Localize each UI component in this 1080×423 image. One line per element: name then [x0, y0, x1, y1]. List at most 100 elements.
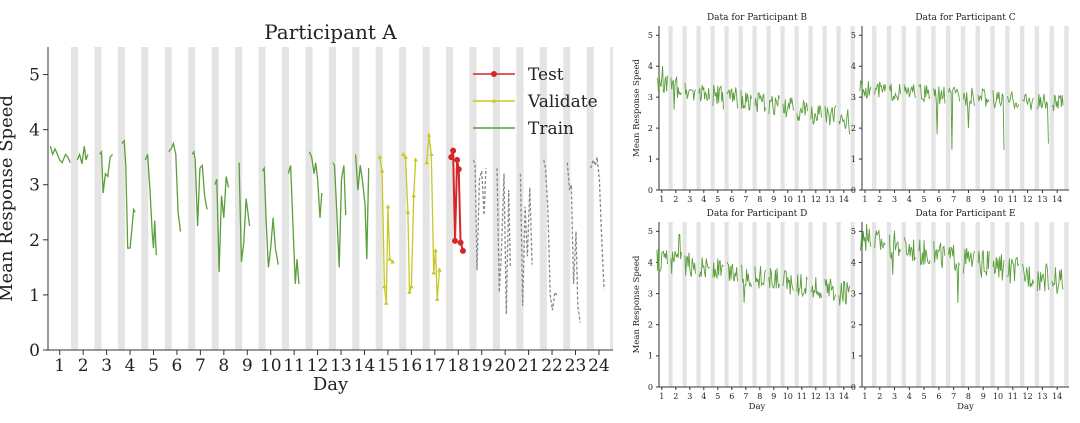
x-tick-label: 13 [330, 356, 352, 376]
series-train-line [49, 146, 71, 164]
series-train-line [933, 86, 946, 135]
y-tick-label: 4 [851, 258, 856, 267]
y-tick-label: 1 [648, 155, 653, 164]
series-train-line [859, 223, 872, 252]
x-tick-label: 5 [922, 195, 927, 204]
series-train-line [740, 90, 752, 111]
x-tick-label: 24 [588, 356, 610, 376]
day-band [780, 26, 785, 190]
series-train-line [354, 154, 370, 260]
y-tick-label: 1 [851, 155, 856, 164]
x-tick-label: 2 [673, 392, 678, 401]
day-band [164, 47, 172, 350]
day-band [70, 47, 79, 350]
chart-title: Data for Participant C [915, 13, 1015, 23]
series-train-line [962, 87, 975, 129]
x-tick-label: 13 [825, 392, 835, 401]
series-train-line [332, 162, 347, 268]
series-train-line [191, 149, 208, 227]
x-tick-label: 12 [811, 392, 821, 401]
day-band [328, 47, 336, 350]
day-band [1049, 222, 1054, 387]
day-band [931, 222, 936, 387]
y-tick-label: 1 [648, 352, 653, 361]
day-band [766, 26, 771, 190]
x-tick-label: 2 [877, 392, 882, 401]
y-tick-label: 0 [648, 383, 653, 392]
day-band [352, 47, 360, 350]
day-band [710, 26, 715, 190]
series-train-line [874, 81, 887, 98]
series-unlabeled-line [590, 157, 605, 290]
series-train-line [726, 261, 738, 282]
series-train-line [838, 280, 850, 306]
day-band [668, 222, 673, 387]
series-train-line [261, 166, 279, 268]
series-validate-point [405, 209, 411, 214]
day-band [117, 47, 125, 350]
chart-title: Data for Participant B [707, 13, 807, 23]
day-band [886, 222, 892, 387]
y-tick-label: 2 [851, 321, 856, 330]
day-band [516, 47, 524, 350]
x-tick-label: 3 [687, 195, 692, 204]
x-tick-label: 3 [101, 356, 112, 376]
series-validate-point [382, 284, 387, 289]
y-tick-label: 4 [648, 258, 653, 267]
day-band [539, 47, 547, 350]
series-train-line [888, 83, 901, 102]
day-band [872, 222, 877, 387]
x-tick-label: 5 [715, 392, 720, 401]
x-tick-label: 2 [673, 195, 678, 204]
x-tick-label: 10 [783, 392, 793, 401]
y-tick-label: 2 [851, 124, 856, 133]
day-band [808, 222, 813, 387]
x-tick-label: 20 [494, 356, 516, 376]
x-tick-label: 8 [757, 195, 762, 204]
series-train-line [308, 151, 323, 218]
series-train-line [1021, 263, 1035, 288]
x-tick-label: 12 [811, 195, 821, 204]
day-band [872, 26, 877, 190]
series-train-line [214, 176, 230, 272]
y-tick-label: 5 [648, 31, 653, 40]
series-train-line [99, 149, 113, 194]
x-tick-label: 9 [771, 195, 776, 204]
series-validate-point [433, 248, 438, 253]
series-validate-point [403, 154, 408, 159]
y-tick-label: 0 [851, 186, 856, 195]
series-train-line [977, 250, 990, 278]
day-band [1005, 222, 1010, 387]
day-band [710, 222, 715, 387]
day-band [235, 47, 243, 350]
y-tick-label: 3 [29, 176, 40, 196]
x-tick-label: 3 [687, 392, 692, 401]
x-tick-label: 21 [518, 356, 540, 376]
series-train-line [712, 258, 724, 280]
x-tick-label: 18 [447, 356, 469, 376]
x-tick-label: 5 [148, 356, 159, 376]
x-tick-label: 1 [54, 356, 65, 376]
day-band [945, 26, 951, 190]
x-tick-label: 9 [981, 195, 986, 204]
series-validate-point [437, 267, 442, 272]
series-train-line [992, 90, 1005, 150]
series-validate-point [424, 160, 429, 165]
series-test-point [455, 166, 462, 173]
day-band [752, 222, 757, 387]
day-band [1019, 222, 1025, 387]
x-tick-label: 14 [1052, 392, 1062, 401]
day-band [94, 47, 102, 350]
x-tick-label: 9 [981, 392, 986, 401]
day-band [901, 222, 907, 387]
series-validate-point [409, 284, 414, 289]
x-tick-label: 8 [966, 195, 971, 204]
series-train-line [1036, 93, 1049, 144]
day-band [738, 26, 743, 190]
series-validate-point [411, 193, 417, 198]
x-tick-label: 2 [78, 356, 89, 376]
day-band [1064, 222, 1069, 387]
day-band [724, 222, 729, 387]
series-train-line [810, 105, 822, 125]
x-axis-label: Day [749, 402, 766, 412]
